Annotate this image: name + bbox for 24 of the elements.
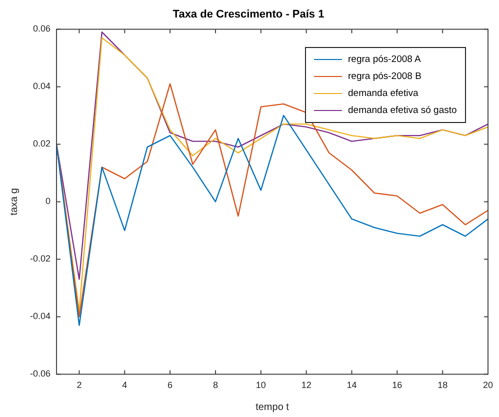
y-tick-label: 0.02 bbox=[32, 138, 51, 149]
x-tick-label: 6 bbox=[168, 380, 173, 390]
y-tick-label: -0.04 bbox=[30, 311, 51, 322]
y-tick-label: -0.06 bbox=[30, 368, 51, 379]
y-tick-label: 0.04 bbox=[32, 81, 51, 92]
y-tick-label: -0.02 bbox=[30, 254, 51, 264]
x-tick-label: 20 bbox=[482, 380, 493, 390]
x-tick-label: 18 bbox=[438, 380, 448, 390]
chart-title: Taxa de Crescimento - País 1 bbox=[172, 8, 324, 21]
y-tick-label: 0 bbox=[46, 196, 51, 206]
x-tick-label: 16 bbox=[392, 380, 402, 390]
x-axis-title: tempo t bbox=[256, 402, 290, 413]
x-tick-label: 8 bbox=[212, 380, 218, 390]
y-tick-label: 0.06 bbox=[32, 24, 51, 34]
x-tick-label: 4 bbox=[122, 380, 128, 390]
x-tick-label: 14 bbox=[346, 380, 357, 390]
x-tick-label: 2 bbox=[76, 380, 82, 390]
legend-label: demanda efetiva bbox=[348, 88, 418, 99]
legend-label: regra pós-2008 B bbox=[348, 71, 422, 82]
legend-label: regra pós-2008 A bbox=[348, 54, 421, 65]
x-tick-label: 12 bbox=[301, 380, 312, 390]
legend-label: demanda efetiva só gasto bbox=[348, 105, 457, 116]
y-axis-title: taxa g bbox=[8, 188, 20, 216]
x-tick-label: 10 bbox=[256, 380, 266, 390]
